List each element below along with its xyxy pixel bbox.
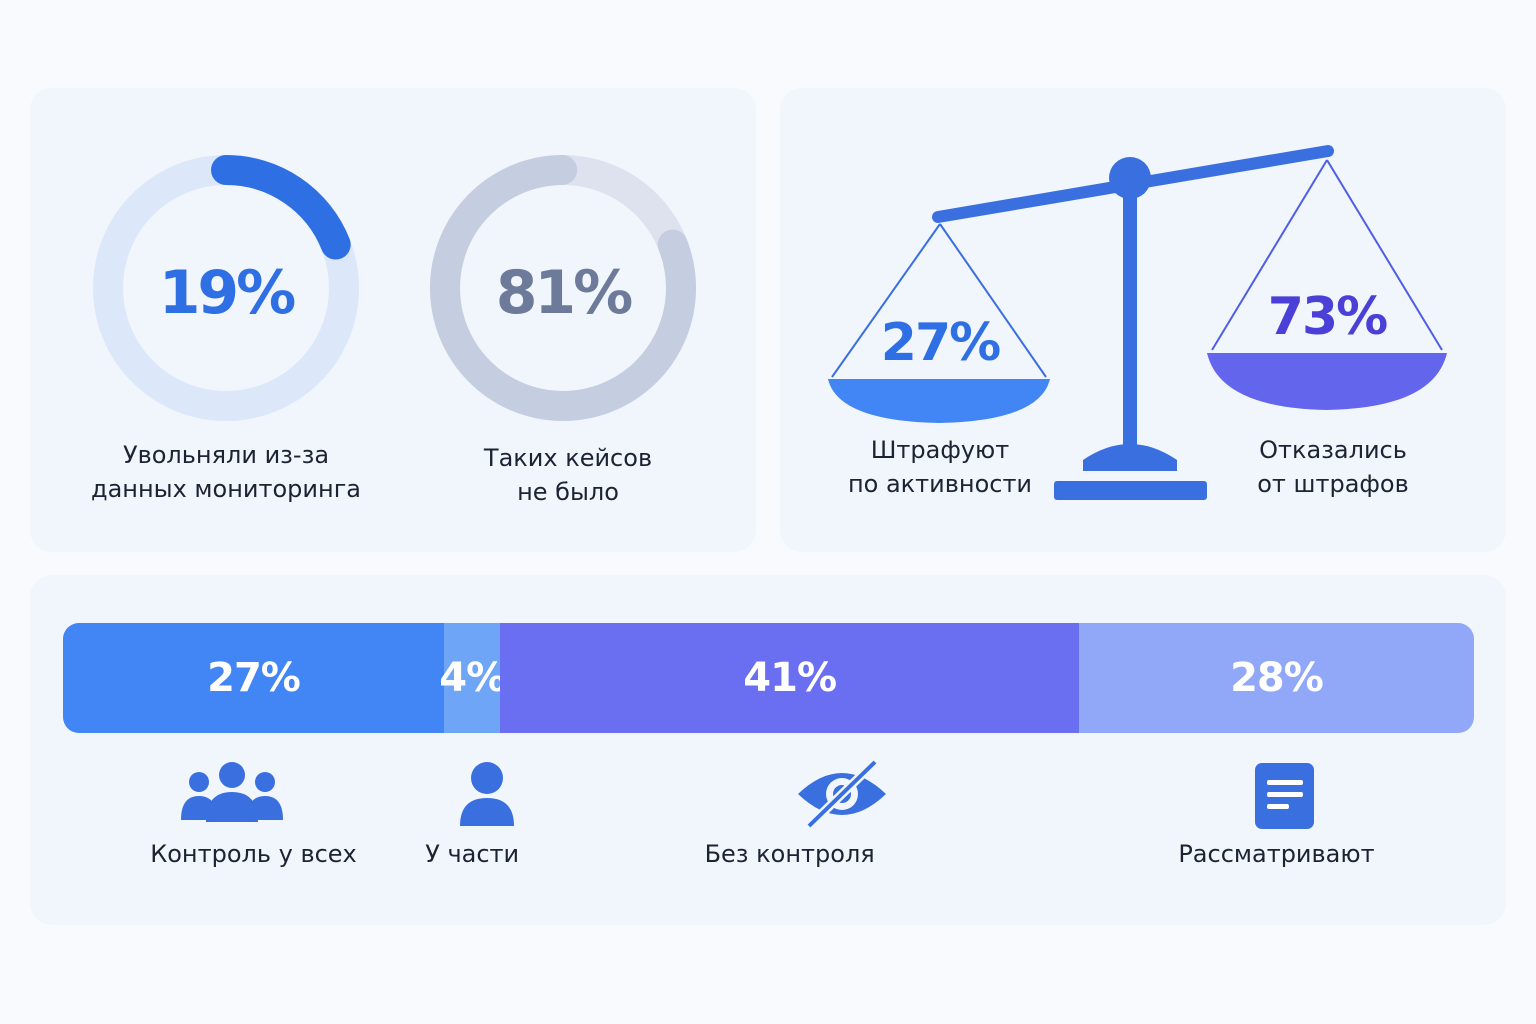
scale-pan-right: [1207, 353, 1447, 410]
bar-segment-value: 41%: [743, 655, 837, 701]
bar-segment-label: У части: [425, 840, 520, 868]
donut-arc-none: [430, 155, 696, 421]
bar-segment-1: 4%: [439, 623, 506, 733]
bar-segment-0: 27%: [63, 623, 444, 733]
scale-chart: 27% 73%: [828, 145, 1447, 500]
bar-segment-value: 4%: [439, 655, 506, 701]
donut-chart: 19% 81%: [93, 155, 696, 421]
person-icon: [460, 762, 514, 826]
donut-arc-fired: [211, 155, 351, 260]
bar-segment-2: 41%: [500, 623, 1079, 733]
scale-value-fines: 27%: [881, 313, 1000, 373]
scale-label-fines: Штрафуют по активности: [847, 436, 1033, 498]
bar-segment-label: Рассматривают: [1178, 840, 1375, 868]
donut-value-fired: 19%: [159, 258, 295, 328]
bar-segment-value: 27%: [207, 655, 301, 701]
donut-value-none: 81%: [496, 258, 632, 328]
bar-segment-label: Без контроля: [704, 840, 875, 868]
stacked-bar: 27% 4% 41% 28%: [63, 623, 1474, 733]
bar-segment-3: 28%: [1078, 623, 1474, 733]
eye-off-icon: [798, 758, 886, 830]
bar-segment-value: 28%: [1230, 655, 1324, 701]
donut-label-fired: Увольняли из-за данных мониторинга: [90, 441, 362, 503]
scale-label-refused: Отказались от штрафов: [1257, 436, 1409, 498]
donut-label-none: Таких кейсов не было: [483, 444, 653, 506]
document-icon: [1255, 763, 1314, 829]
firing-card: [30, 88, 756, 552]
group-icon: [181, 762, 283, 822]
scale-pan-left: [828, 379, 1050, 423]
bar-segment-label: Контроль у всех: [150, 840, 357, 868]
scale-value-refused: 73%: [1268, 287, 1387, 347]
scale-icon: [831, 145, 1443, 500]
